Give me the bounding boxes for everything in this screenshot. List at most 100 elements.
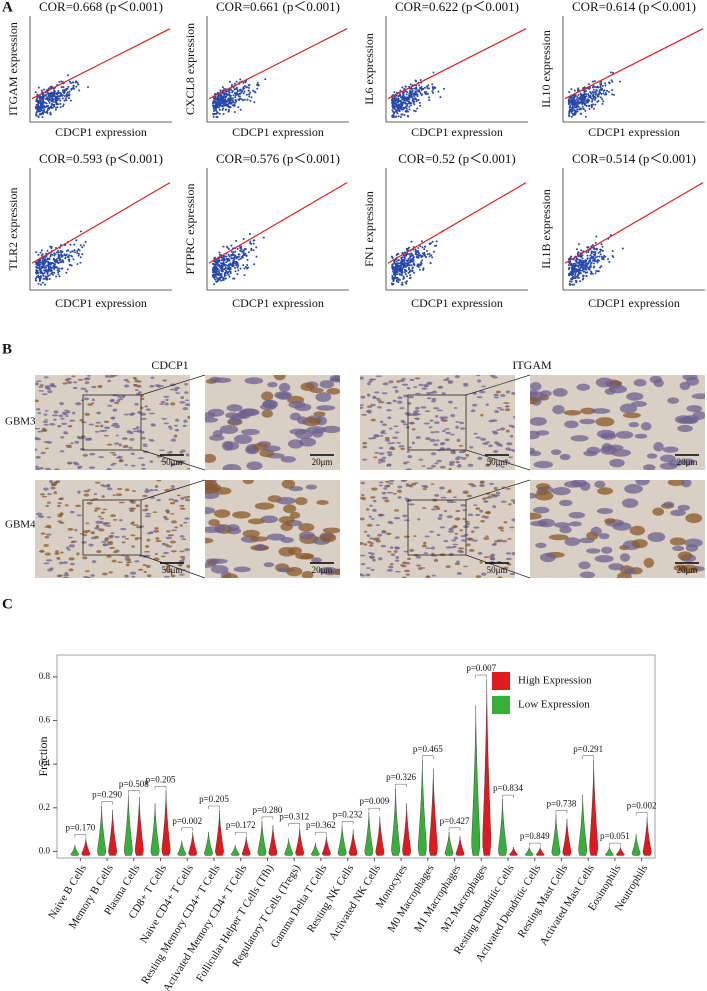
cell xyxy=(80,399,85,402)
cell xyxy=(129,500,136,503)
scatter-point xyxy=(236,93,239,96)
scatter-point xyxy=(235,264,238,267)
scatter-point xyxy=(611,80,614,83)
scatter-point xyxy=(585,93,588,96)
scatter-point xyxy=(589,96,592,99)
scatter-point xyxy=(579,107,582,110)
scatter-point xyxy=(215,263,218,266)
scatter-point xyxy=(425,91,428,94)
y-axis-label: IL10 expression xyxy=(539,30,553,108)
cell xyxy=(505,552,512,555)
scatter-point xyxy=(420,89,423,92)
scatter-point xyxy=(570,115,573,118)
violin xyxy=(578,794,588,856)
x-axis-label: CDCP1 expression xyxy=(411,125,503,139)
scatter-point xyxy=(42,277,45,280)
cell xyxy=(313,411,326,417)
cell xyxy=(112,453,117,456)
panel-label: B xyxy=(2,341,12,357)
cell xyxy=(85,522,90,525)
scatter-point xyxy=(588,86,591,89)
scatter-point xyxy=(248,93,251,96)
scatter-point xyxy=(586,271,589,274)
cell xyxy=(510,572,515,576)
scatter-point xyxy=(250,247,253,250)
cell xyxy=(449,433,455,436)
cell xyxy=(183,419,188,423)
scatter-point xyxy=(66,91,69,94)
scatter-point xyxy=(70,254,73,257)
scatter-point xyxy=(47,266,50,269)
cell xyxy=(398,445,405,448)
scatter-point xyxy=(431,83,434,86)
cell xyxy=(65,415,69,417)
scatter-point xyxy=(225,92,228,95)
cell xyxy=(379,434,384,437)
fit-line xyxy=(208,28,348,100)
scatter-point xyxy=(400,267,403,270)
scatter-point xyxy=(589,260,592,263)
cell xyxy=(107,379,112,383)
cell xyxy=(167,534,175,537)
scatter-point xyxy=(57,89,60,92)
scatter-point xyxy=(241,256,244,259)
scatter-point xyxy=(411,87,414,90)
scatter-point xyxy=(573,97,576,100)
scatter-point xyxy=(568,114,571,117)
cell xyxy=(101,495,105,498)
cell xyxy=(300,382,315,391)
cell xyxy=(422,488,427,491)
scatter-point xyxy=(234,94,237,97)
cell xyxy=(263,562,275,568)
scatter-point xyxy=(56,269,59,272)
cell xyxy=(289,412,301,421)
cell xyxy=(530,447,536,454)
cell xyxy=(222,573,238,578)
cell xyxy=(46,501,52,504)
cell xyxy=(146,538,151,542)
scatter-point xyxy=(247,89,250,92)
cell xyxy=(563,409,582,416)
cell xyxy=(438,513,443,517)
violin xyxy=(188,831,198,856)
cell xyxy=(490,558,494,561)
scatter-point xyxy=(41,111,44,114)
violin xyxy=(604,847,614,856)
scatter-point xyxy=(35,276,38,279)
scatter-point xyxy=(48,97,51,100)
cell xyxy=(447,400,453,404)
y-axis-label: IL6 expression xyxy=(362,33,376,105)
violin xyxy=(295,827,305,856)
plot-title: COR=0.593 (p＜0.001) xyxy=(39,151,163,166)
cell xyxy=(169,540,177,544)
scatter-point xyxy=(407,268,410,271)
scatter-point xyxy=(221,270,224,273)
scatter-point xyxy=(59,102,62,105)
cell xyxy=(47,493,52,496)
scatter-point xyxy=(236,266,239,269)
cell xyxy=(458,445,464,447)
cell xyxy=(182,424,187,428)
cell xyxy=(366,534,371,537)
cell xyxy=(278,516,295,524)
scatter-point xyxy=(237,253,240,256)
scatter-point xyxy=(212,113,215,116)
scatter-point xyxy=(603,254,606,257)
plot-title: COR=0.668 (p＜0.001) xyxy=(39,0,163,14)
cell xyxy=(298,523,315,532)
scatter-point xyxy=(577,272,580,275)
scatter-point xyxy=(40,249,43,252)
cell xyxy=(69,419,74,422)
cell xyxy=(131,545,135,548)
scatter-point xyxy=(401,86,404,89)
scatter-point xyxy=(232,277,235,280)
cell xyxy=(118,443,122,447)
scatter-point xyxy=(593,258,596,261)
scatter-point xyxy=(572,268,575,271)
cell xyxy=(247,518,265,525)
cell xyxy=(159,403,165,406)
scatter-point xyxy=(228,275,231,278)
cell xyxy=(84,397,90,401)
cell xyxy=(68,544,76,548)
cell xyxy=(479,483,485,488)
